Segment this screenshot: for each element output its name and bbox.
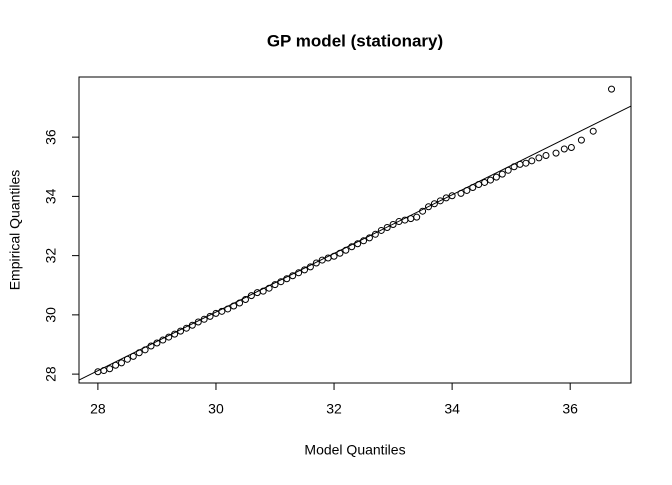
x-tick-label: 36 <box>562 401 578 417</box>
point <box>342 246 350 254</box>
point <box>277 278 285 286</box>
chart-title: GP model (stationary) <box>267 31 443 50</box>
y-axis-label: Empirical Quantiles <box>7 170 23 291</box>
point <box>348 243 356 251</box>
point <box>271 281 279 289</box>
point <box>542 151 550 159</box>
point <box>188 321 196 329</box>
point <box>283 275 291 283</box>
point <box>560 145 568 153</box>
point <box>577 136 585 144</box>
y-tick-label: 30 <box>43 307 59 323</box>
x-tick-label: 28 <box>90 401 106 417</box>
point <box>371 230 379 238</box>
point <box>589 127 597 135</box>
point <box>295 269 303 277</box>
point <box>504 166 512 174</box>
point <box>312 259 320 267</box>
point <box>182 324 190 332</box>
point <box>177 327 185 335</box>
point <box>419 207 427 215</box>
point <box>200 315 208 323</box>
point <box>436 197 444 205</box>
point <box>135 349 143 357</box>
point <box>492 173 500 181</box>
point <box>336 249 344 257</box>
point <box>535 154 543 162</box>
point <box>498 170 506 178</box>
point <box>118 359 126 367</box>
point <box>430 200 438 208</box>
point <box>165 333 173 341</box>
point <box>463 186 471 194</box>
point <box>481 178 489 186</box>
point <box>112 361 120 369</box>
point <box>123 355 131 363</box>
point <box>289 272 297 280</box>
y-tick-label: 28 <box>43 366 59 382</box>
point <box>247 292 255 300</box>
point <box>230 302 238 310</box>
point <box>141 346 149 354</box>
point <box>552 149 560 157</box>
point <box>224 305 232 313</box>
point <box>486 176 494 184</box>
x-tick-label: 32 <box>326 401 342 417</box>
point <box>330 252 338 260</box>
x-tick-label: 30 <box>208 401 224 417</box>
point <box>528 157 536 165</box>
point <box>129 352 137 360</box>
point <box>510 163 518 171</box>
point <box>159 336 167 344</box>
point <box>354 240 362 248</box>
point <box>383 223 391 231</box>
point <box>413 213 421 221</box>
point <box>475 181 483 189</box>
point <box>469 183 477 191</box>
point <box>171 330 179 338</box>
point <box>194 318 202 326</box>
x-axis-label: Model Quantiles <box>304 442 405 458</box>
point <box>360 237 368 245</box>
point <box>377 226 385 234</box>
point <box>442 194 450 202</box>
y-tick-label: 32 <box>43 248 59 264</box>
point <box>365 234 373 242</box>
point <box>457 189 465 197</box>
point <box>522 159 530 167</box>
point <box>147 342 155 350</box>
point <box>218 307 226 315</box>
point <box>301 266 309 274</box>
point <box>236 299 244 307</box>
point <box>567 144 575 152</box>
point <box>206 312 214 320</box>
point <box>259 287 267 295</box>
point <box>106 365 114 373</box>
point <box>265 284 273 292</box>
y-tick-label: 34 <box>43 188 59 204</box>
x-tick-label: 34 <box>444 401 460 417</box>
y-tick-label: 36 <box>43 129 59 145</box>
point <box>389 221 397 229</box>
point <box>153 339 161 347</box>
point <box>212 309 220 317</box>
point <box>318 256 326 264</box>
point <box>306 263 314 271</box>
point <box>608 85 616 93</box>
point <box>425 203 433 211</box>
point <box>448 192 456 200</box>
point <box>241 295 249 303</box>
